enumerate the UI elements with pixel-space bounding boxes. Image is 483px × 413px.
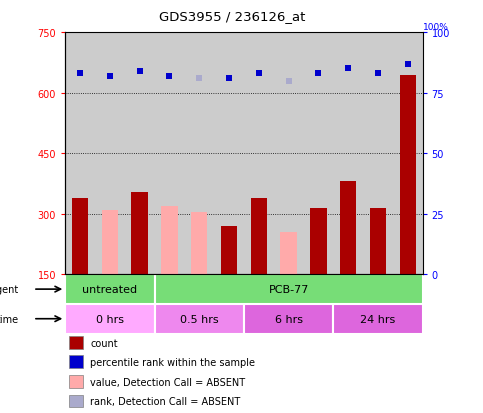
Bar	[244, 304, 333, 334]
Text: time: time	[0, 314, 19, 324]
Bar	[65, 275, 155, 304]
Bar	[310, 208, 327, 275]
Bar	[244, 33, 274, 275]
Bar	[191, 212, 207, 275]
Text: percentile rank within the sample: percentile rank within the sample	[90, 357, 255, 367]
Bar	[95, 33, 125, 275]
Text: GDS3955 / 236126_at: GDS3955 / 236126_at	[158, 10, 305, 23]
Bar	[214, 33, 244, 275]
Bar	[274, 33, 303, 275]
Bar	[399, 75, 416, 275]
Text: count: count	[90, 338, 118, 348]
Bar	[69, 375, 83, 388]
Bar	[340, 182, 356, 275]
Bar	[69, 336, 83, 349]
Bar	[72, 198, 88, 275]
Bar	[303, 33, 333, 275]
Bar	[125, 33, 155, 275]
Bar	[65, 33, 95, 275]
Text: 6 hrs: 6 hrs	[275, 314, 302, 324]
Text: rank, Detection Call = ABSENT: rank, Detection Call = ABSENT	[90, 396, 241, 406]
Text: 0 hrs: 0 hrs	[96, 314, 124, 324]
Text: 100%: 100%	[423, 23, 449, 32]
Bar	[251, 198, 267, 275]
Bar	[161, 206, 178, 275]
Text: untreated: untreated	[82, 285, 138, 294]
Text: 24 hrs: 24 hrs	[360, 314, 396, 324]
Bar	[131, 192, 148, 275]
Bar	[155, 33, 185, 275]
Bar	[393, 33, 423, 275]
Bar	[69, 356, 83, 368]
Bar	[333, 304, 423, 334]
Bar	[221, 226, 237, 275]
Bar	[65, 304, 155, 334]
Bar	[155, 304, 244, 334]
Bar	[370, 208, 386, 275]
Bar	[102, 210, 118, 275]
Bar	[185, 33, 214, 275]
Text: value, Detection Call = ABSENT: value, Detection Call = ABSENT	[90, 377, 245, 387]
Bar	[333, 33, 363, 275]
Text: PCB-77: PCB-77	[269, 285, 309, 294]
Bar	[69, 394, 83, 407]
Bar	[155, 275, 423, 304]
Bar	[363, 33, 393, 275]
Bar	[281, 233, 297, 275]
Text: 0.5 hrs: 0.5 hrs	[180, 314, 218, 324]
Text: agent: agent	[0, 285, 19, 294]
